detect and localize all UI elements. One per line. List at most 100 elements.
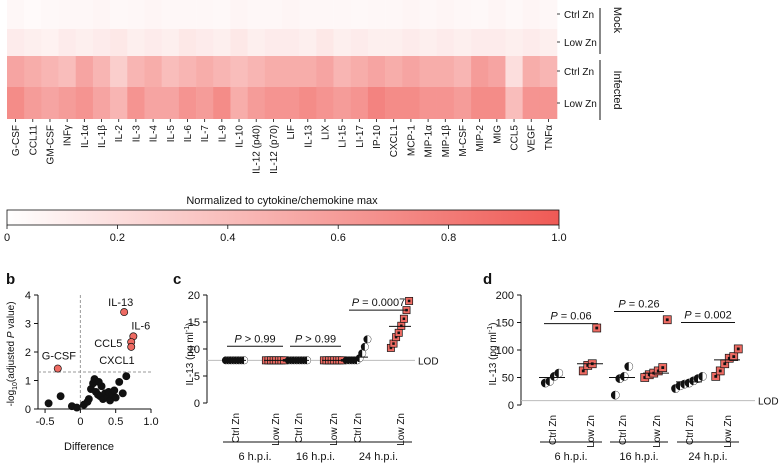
- heatmap-cell: [196, 87, 214, 119]
- heatmap-cell: [436, 29, 455, 56]
- heatmap-cell: [178, 29, 197, 56]
- heatmap-cell: [367, 56, 386, 87]
- heatmap-cell: [58, 0, 77, 29]
- low-zn-point-marker: [665, 318, 669, 322]
- heatmap-cell: [402, 0, 420, 29]
- heatmap-cell: [247, 56, 266, 87]
- heatmap-x-label: IL-1β: [97, 125, 108, 148]
- heatmap-x-label: IL-5: [166, 125, 177, 143]
- colorbar-tick-label: 0.6: [331, 232, 346, 244]
- heatmap-x-label: LIX: [320, 125, 331, 140]
- heatmap-cell: [453, 0, 472, 29]
- heatmap-cell: [436, 87, 455, 119]
- heatmap-cell: [333, 87, 352, 119]
- heatmap-cell: [161, 56, 180, 87]
- x-tick-label: Ctrl Zn: [548, 415, 559, 445]
- heatmap-x-label: MIP-1β: [441, 125, 452, 158]
- heatmap-x-label: MCP-1: [406, 125, 417, 157]
- heatmap-x-label: G-CSF: [11, 125, 22, 156]
- heatmap-cell: [7, 29, 25, 56]
- heatmap-cell: [110, 0, 128, 29]
- panel-d-ylabel: IL-13 (pg ml-1): [487, 323, 499, 386]
- heatmap-cell: [230, 29, 248, 56]
- heatmap-cell: [402, 29, 420, 56]
- y-tick-label: 15: [188, 317, 200, 329]
- x-tick-label: Low Zn: [271, 413, 282, 446]
- heatmap-cell: [505, 56, 523, 87]
- group-label: 24 h.p.i.: [688, 451, 727, 463]
- heatmap-cell: [24, 87, 42, 119]
- ctrl-zn-point-half: [362, 349, 366, 357]
- group-label: 24 h.p.i.: [359, 451, 398, 463]
- heatmap-cell: [41, 0, 59, 29]
- heatmap-cell: [41, 56, 59, 87]
- colorbar-tick-label: 0.4: [220, 232, 235, 244]
- heatmap-x-label: MIP-1α: [424, 125, 435, 158]
- heatmap-cell: [471, 87, 489, 119]
- b-point: [72, 403, 81, 412]
- heatmap-cell: [522, 29, 541, 56]
- low-zn-point-marker: [392, 342, 395, 345]
- heatmap-cell: [333, 56, 352, 87]
- heatmap-cell: [127, 29, 145, 56]
- heatmap-cell: [41, 87, 59, 119]
- heatmap-cell: [385, 87, 403, 119]
- lod-label: LOD: [418, 356, 439, 367]
- heatmap-cell: [247, 0, 266, 29]
- b-x-tick-label: -0.5: [36, 416, 55, 428]
- group-label: 16 h.p.i.: [619, 451, 658, 463]
- heatmap-cell: [453, 29, 472, 56]
- b-point: [83, 397, 92, 406]
- y-tick-label: 150: [496, 318, 514, 330]
- heatmap-cell: [316, 0, 334, 29]
- y-tick-label: 100: [496, 345, 514, 357]
- panel-letter-d: d: [483, 271, 492, 288]
- group-label: 6 h.p.i.: [554, 451, 587, 463]
- b-x-tick-label: 1.0: [143, 416, 158, 428]
- heatmap-x-label: IL-13: [303, 125, 314, 148]
- low-zn-point-marker: [397, 331, 400, 335]
- ctrl-zn-point-half: [615, 391, 620, 400]
- b-point-label: IL-13: [108, 297, 133, 309]
- y-tick-label: 10: [188, 344, 200, 356]
- il13-late-panel: d IL-13 (pg ml-1) LOD 0 50 100 150 200 Ctrl Zn…: [483, 271, 779, 463]
- x-tick-label: Ctrl Zn: [353, 413, 364, 443]
- heatmap-cell: [264, 0, 283, 29]
- heatmap-cell: [367, 0, 386, 29]
- y-tick-label: 20: [188, 290, 200, 302]
- heatmap-cell: [471, 56, 489, 87]
- heatmap-cell: [178, 0, 197, 29]
- b-point-label: CCL5: [94, 338, 122, 350]
- heatmap-cell: [144, 87, 162, 119]
- heatmap-x-label: IL-12 (p40): [252, 125, 263, 174]
- colorbar-label: Normalized to cytokine/chemokine max: [186, 195, 378, 207]
- heatmap-cell: [264, 56, 283, 87]
- y-tick-label: 0: [508, 400, 514, 412]
- heatmap-cell: [75, 87, 94, 119]
- heatmap-x-label: IL-7: [200, 125, 211, 143]
- y-tick-label: 5: [194, 371, 200, 383]
- heatmap-cell: [436, 56, 455, 87]
- low-zn-point-marker: [402, 317, 406, 321]
- b-point-label: CXCL1: [99, 355, 134, 367]
- x-tick-label: Low Zn: [329, 413, 340, 446]
- low-zn-point-marker: [394, 335, 398, 339]
- group-label-infected: Infected: [611, 70, 623, 109]
- heatmap-cell: [196, 56, 214, 87]
- b-point: [44, 399, 53, 408]
- volcano-plot-panel: b -log10(adjusted P value) -0.5 0 0.5 1.0 0 1…: [6, 271, 159, 453]
- heatmap-cell: [127, 56, 145, 87]
- b-y-tick-label: 0: [25, 404, 31, 416]
- colorbar-tick-label: 0: [4, 232, 10, 244]
- heatmap-cell: [488, 0, 506, 29]
- heatmap-cell: [333, 0, 352, 29]
- heatmap-x-label: IL-4: [149, 125, 160, 143]
- lod-label: LOD: [758, 397, 779, 408]
- heatmap-cell: [419, 87, 437, 119]
- x-tick-label: Ctrl Zn: [231, 413, 242, 443]
- b-point: [56, 392, 65, 401]
- heatmap-cell: [539, 29, 558, 56]
- heatmap-cell: [24, 56, 42, 87]
- heatmap-row-label: Ctrl Zn: [564, 10, 594, 21]
- heatmap-cell: [247, 29, 266, 56]
